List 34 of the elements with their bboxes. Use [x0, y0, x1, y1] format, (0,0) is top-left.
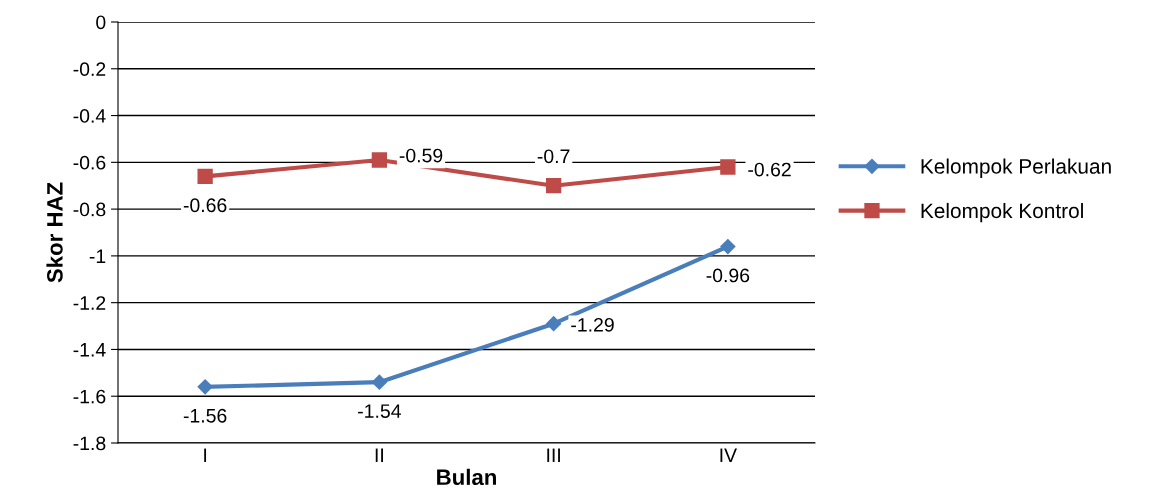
data-label: -0.59 [399, 148, 443, 163]
y-tick-label: -1 [89, 249, 106, 263]
legend-label: Kelompok Kontrol [921, 202, 1083, 223]
y-tick-label: -1.4 [73, 343, 106, 357]
point [197, 379, 213, 395]
y-tick-label: -0.4 [73, 109, 106, 123]
y-tick-label: -1.8 [73, 436, 106, 451]
x-tick-label: II [375, 448, 383, 462]
y-tick-label: 0 [96, 15, 106, 30]
point [720, 238, 736, 255]
y-tick-label: -0.2 [73, 62, 106, 77]
point [720, 159, 736, 175]
x-axis-title: Bulan [437, 468, 496, 486]
point [546, 316, 562, 332]
x-tick-label: III [547, 448, 560, 462]
data-label: -1.56 [183, 408, 227, 423]
data-label: -1.54 [358, 404, 401, 418]
legend-label: Kelompok Perlakuan [921, 158, 1111, 178]
x-tick-label: IV [720, 448, 737, 462]
data-label: -0.96 [706, 268, 750, 283]
y-axis-title: Skor HAZ [46, 182, 63, 283]
point [197, 168, 213, 185]
data-label: -1.29 [571, 317, 614, 332]
data-label: -0.66 [183, 198, 227, 213]
y-tick-label: -0.6 [73, 155, 106, 170]
y-tick-label: -1.2 [73, 296, 106, 310]
x-tick-label: I [204, 448, 207, 462]
point [371, 374, 387, 390]
y-tick-label: -0.8 [73, 202, 106, 217]
data-label: -0.62 [748, 162, 791, 177]
point [371, 152, 388, 168]
y-tick-label: -1.6 [73, 389, 106, 404]
data-label: -0.7 [537, 149, 570, 164]
point [545, 178, 562, 194]
